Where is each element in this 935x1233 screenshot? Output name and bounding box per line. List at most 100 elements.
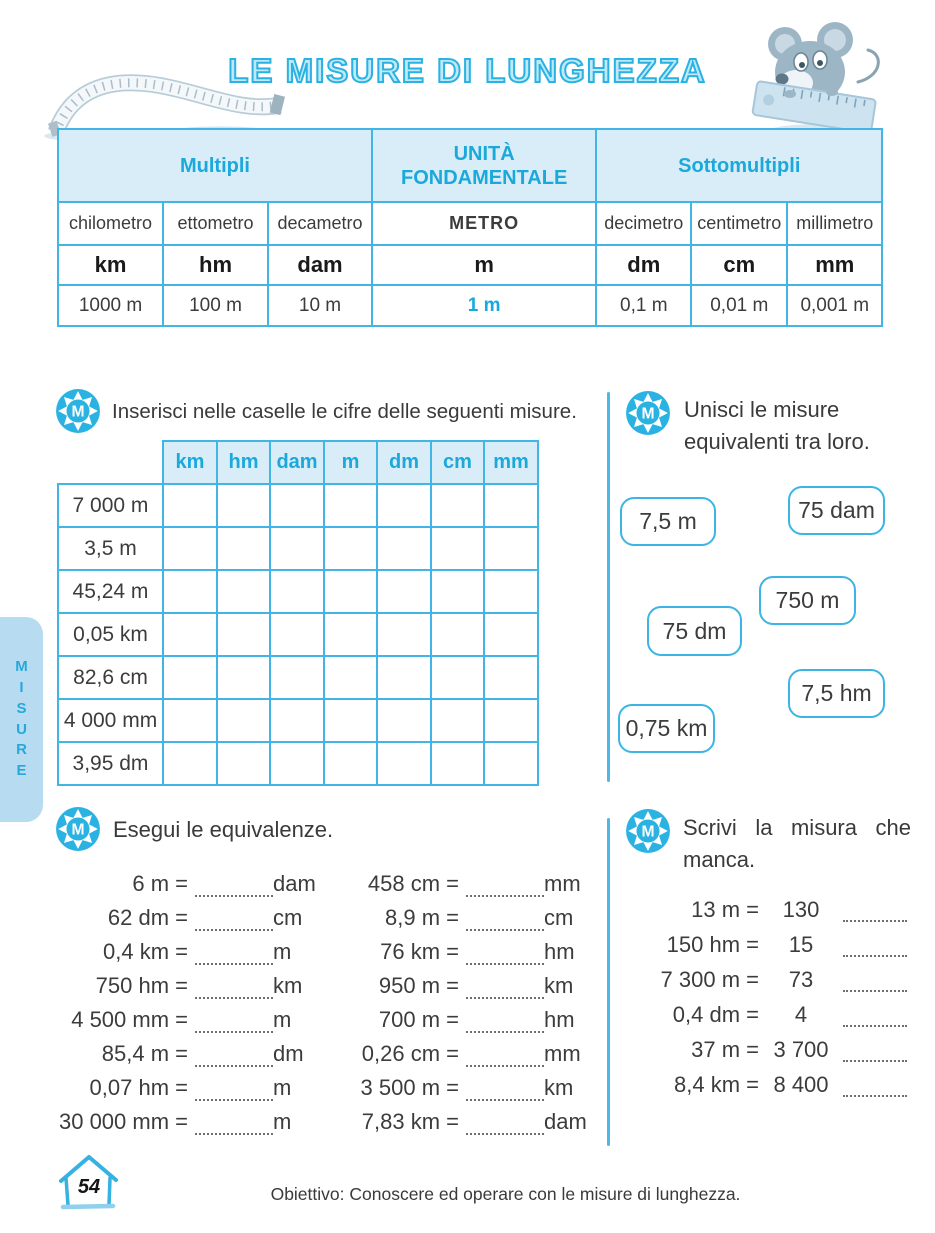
- missing-measure-column: 13 m = 130 150 hm = 15 7 300 m = 73 0,4 dm = 4 3…: [633, 897, 907, 1108]
- digit-cell[interactable]: [216, 526, 271, 571]
- digit-cell[interactable]: [483, 483, 539, 528]
- digit-cell[interactable]: [376, 483, 432, 528]
- digit-cell[interactable]: [216, 483, 271, 528]
- missing-measure-value: 8 400: [773, 1072, 829, 1097]
- missing-measure-value: 130: [782, 897, 820, 922]
- digit-cell[interactable]: [430, 698, 485, 743]
- column-header-hm: hm: [216, 440, 271, 485]
- digit-cell[interactable]: [323, 655, 378, 700]
- measure-label: 0,05 km: [57, 612, 164, 657]
- digit-cell[interactable]: [323, 483, 378, 528]
- equivalence-lhs: 62 dm =: [107, 905, 188, 930]
- measure-box[interactable]: 0,75 km: [618, 704, 715, 753]
- digit-cell[interactable]: [430, 612, 485, 657]
- digit-cell[interactable]: [216, 698, 271, 743]
- digit-cell[interactable]: [269, 569, 325, 614]
- digit-cell[interactable]: [269, 655, 325, 700]
- measure-box[interactable]: 7,5 hm: [788, 669, 885, 718]
- answer-blank[interactable]: [843, 1040, 907, 1062]
- answer-blank[interactable]: [843, 1075, 907, 1097]
- answer-blank[interactable]: [195, 1079, 273, 1101]
- answer-blank[interactable]: [195, 1113, 273, 1135]
- unit-name: decimetro: [595, 201, 693, 246]
- digit-cell[interactable]: [269, 612, 325, 657]
- table-corner-spacer: [58, 441, 163, 484]
- digit-cell[interactable]: [483, 569, 539, 614]
- answer-blank[interactable]: [466, 1079, 544, 1101]
- digit-cell[interactable]: [216, 569, 271, 614]
- digit-cell[interactable]: [162, 612, 218, 657]
- digit-cell[interactable]: [430, 483, 485, 528]
- digit-cell[interactable]: [269, 741, 325, 786]
- answer-blank[interactable]: [843, 970, 907, 992]
- digit-cell[interactable]: [162, 569, 218, 614]
- answer-blank[interactable]: [466, 977, 544, 999]
- digit-cell[interactable]: [376, 655, 432, 700]
- answer-blank[interactable]: [843, 935, 907, 957]
- answer-blank[interactable]: [466, 943, 544, 965]
- digit-cell[interactable]: [323, 612, 378, 657]
- digit-cell[interactable]: [216, 741, 271, 786]
- sidebar-letter: R: [16, 741, 27, 759]
- answer-blank[interactable]: [466, 1045, 544, 1067]
- missing-measure-value: 3 700: [773, 1037, 829, 1062]
- digit-cell[interactable]: [162, 526, 218, 571]
- measure-box[interactable]: 750 m: [759, 576, 856, 625]
- unit-name: chilometro: [57, 201, 164, 246]
- answer-blank[interactable]: [466, 875, 544, 897]
- digit-cell[interactable]: [162, 741, 218, 786]
- answer-blank[interactable]: [195, 943, 273, 965]
- answer-blank[interactable]: [466, 909, 544, 931]
- digit-cell[interactable]: [323, 569, 378, 614]
- digit-cell[interactable]: [483, 741, 539, 786]
- digit-cell[interactable]: [216, 655, 271, 700]
- answer-blank[interactable]: [195, 977, 273, 999]
- digit-cell[interactable]: [376, 741, 432, 786]
- digit-cell[interactable]: [483, 612, 539, 657]
- table-row: 3,5 m: [57, 526, 539, 571]
- missing-measure-lhs: 13 m =: [691, 897, 759, 922]
- digit-cell[interactable]: [483, 655, 539, 700]
- answer-blank[interactable]: [195, 909, 273, 931]
- measure-label: 82,6 cm: [57, 655, 164, 700]
- answer-blank[interactable]: [843, 1005, 907, 1027]
- missing-measure-lhs: 8,4 km =: [674, 1072, 759, 1097]
- digit-cell[interactable]: [430, 569, 485, 614]
- answer-blank[interactable]: [195, 1045, 273, 1067]
- digit-cell[interactable]: [269, 526, 325, 571]
- answer-blank[interactable]: [843, 900, 907, 922]
- answer-blank[interactable]: [466, 1113, 544, 1135]
- sidebar-letter: S: [16, 699, 27, 717]
- digit-cell[interactable]: [376, 698, 432, 743]
- unit-name: millimetro: [786, 201, 884, 246]
- digit-cell[interactable]: [162, 655, 218, 700]
- digit-cell[interactable]: [376, 526, 432, 571]
- digit-cell[interactable]: [430, 526, 485, 571]
- measure-box[interactable]: 75 dam: [788, 486, 885, 535]
- answer-blank[interactable]: [466, 1011, 544, 1033]
- digit-cell[interactable]: [323, 741, 378, 786]
- unit-name-metro: METRO: [370, 201, 598, 246]
- digit-cell[interactable]: [216, 612, 271, 657]
- answer-blank[interactable]: [195, 1011, 273, 1033]
- digit-cell[interactable]: [269, 483, 325, 528]
- digit-cell[interactable]: [376, 612, 432, 657]
- digit-cell[interactable]: [323, 526, 378, 571]
- digit-cell[interactable]: [162, 698, 218, 743]
- digit-cell[interactable]: [376, 569, 432, 614]
- digit-cell[interactable]: [323, 698, 378, 743]
- answer-blank[interactable]: [195, 875, 273, 897]
- digit-cell[interactable]: [483, 698, 539, 743]
- digit-cell[interactable]: [162, 483, 218, 528]
- column-header-mm: mm: [483, 440, 539, 485]
- measure-box[interactable]: 7,5 m: [620, 497, 716, 546]
- unit-name: decametro: [267, 201, 373, 246]
- digit-cell[interactable]: [430, 655, 485, 700]
- digit-cell[interactable]: [483, 526, 539, 571]
- digit-cell[interactable]: [430, 741, 485, 786]
- exercise3-m-badge-icon: M: [55, 806, 101, 852]
- digit-cell[interactable]: [269, 698, 325, 743]
- table-row: 82,6 cm: [57, 655, 539, 700]
- measure-box[interactable]: 75 dm: [647, 606, 742, 656]
- unit-symbol: cm: [690, 244, 789, 286]
